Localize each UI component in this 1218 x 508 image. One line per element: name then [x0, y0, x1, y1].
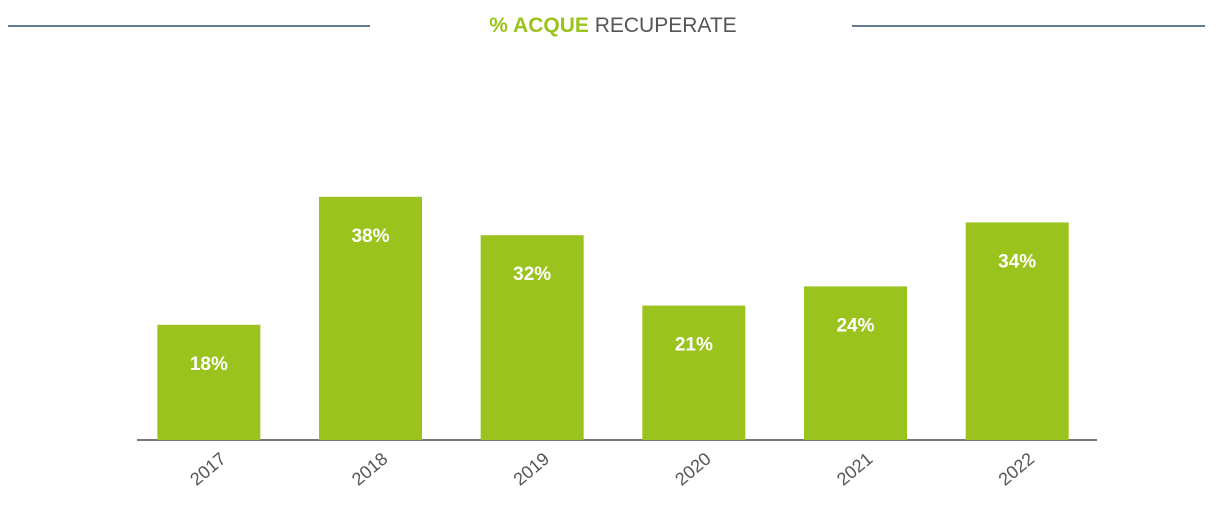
- value-label: 24%: [836, 315, 874, 336]
- title-rest: RECUPERATE: [595, 14, 737, 37]
- bar: [157, 324, 261, 440]
- title-strong: % ACQUE: [489, 14, 589, 37]
- value-label: 38%: [351, 226, 389, 247]
- x-tick-label: 2022: [995, 449, 1039, 490]
- x-tick-label: 2017: [186, 449, 230, 490]
- x-tick-label: 2018: [348, 449, 392, 490]
- bar: [804, 286, 907, 440]
- bar: [642, 305, 746, 440]
- chart-title: % ACQUE RECUPERATE: [489, 14, 736, 37]
- x-tick-label: 2021: [833, 449, 877, 490]
- value-label: 34%: [998, 251, 1036, 272]
- value-label: 21%: [675, 335, 713, 356]
- bar: [480, 235, 584, 440]
- x-tick-label: 2019: [510, 449, 554, 490]
- value-label: 32%: [513, 264, 551, 285]
- bar: [965, 222, 1069, 440]
- value-label: 18%: [190, 354, 228, 375]
- bar: [319, 196, 422, 440]
- x-tick-label: 2020: [671, 449, 715, 490]
